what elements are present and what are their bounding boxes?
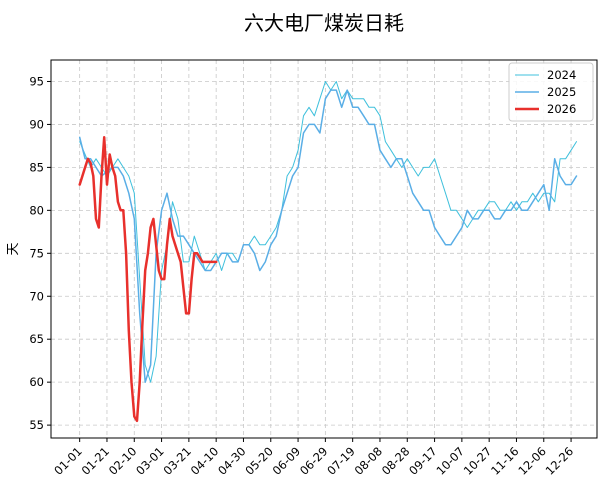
x-tick-label: 10-07 [433,444,467,478]
y-tick-label: 70 [29,289,44,303]
x-tick-label: 10-27 [461,444,495,478]
x-tick-label: 04-30 [215,444,249,478]
y-axis-label: 天 [6,242,21,255]
x-tick-label: 06-09 [270,444,304,478]
x-tick-label: 09-17 [406,444,440,478]
x-tick-label: 04-10 [188,444,222,478]
x-tick-label: 12-26 [543,444,577,478]
x-tick-label: 07-19 [324,444,358,478]
series-layer [78,81,578,423]
x-tick-label: 01-21 [79,444,113,478]
y-tick-label: 60 [29,375,44,389]
x-tick-label: 03-01 [133,444,167,478]
y-tick-label: 90 [29,117,44,131]
legend-box [508,62,594,122]
y-tick-label: 55 [29,418,44,432]
chart-title: 六大电厂煤炭日耗 [244,11,404,35]
y-tick-label: 95 [29,74,44,88]
series-line-2024 [79,81,577,383]
x-tick-label: 01-01 [51,444,85,478]
x-tick-label: 03-21 [160,444,194,478]
x-tick-label: 05-20 [242,444,276,478]
legend-label: 2026 [547,102,576,116]
legend-label: 2024 [547,68,576,82]
plot-frame [50,59,598,439]
series-line-2026 [78,136,218,423]
legend: 2024 2025 2026 [508,62,594,122]
x-tick-label: 08-28 [379,444,413,478]
grid [51,60,597,438]
y-tick-label: 65 [29,332,44,346]
y-tick-label: 80 [29,203,44,217]
y-tick-label: 85 [29,160,44,174]
x-tick-label: 08-08 [352,444,386,478]
y-tick-label: 75 [29,246,44,260]
x-tick-label: 12-06 [515,444,549,478]
x-tick-label: 06-29 [297,444,331,478]
series-line-2025 [78,89,578,383]
x-tick-label: 11-16 [488,444,522,478]
x-tick-label: 02-10 [106,444,140,478]
legend-label: 2025 [547,85,576,99]
